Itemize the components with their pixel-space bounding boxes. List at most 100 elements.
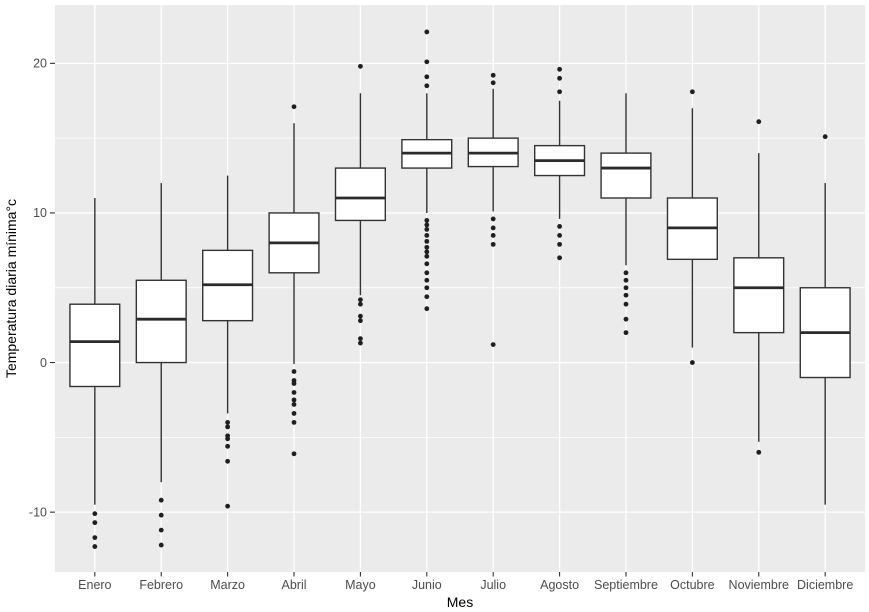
y-axis-title: Temperatura diaria mínima°c — [3, 199, 19, 378]
outlier-dot-octubre-1 — [689, 360, 695, 365]
outlier-dot-septiembre-0 — [623, 270, 629, 276]
outlier-dot-septiembre-6 — [623, 330, 629, 336]
outlier-dot-mayo-1 — [358, 297, 363, 303]
outlier-dot-enero-2 — [92, 535, 98, 540]
x-tick-label-enero: Enero — [78, 578, 111, 592]
outlier-dot-abril-4 — [291, 390, 297, 395]
box-iqr-septiembre — [600, 152, 652, 199]
outlier-dot-septiembre-2 — [623, 285, 629, 291]
outlier-dot-mayo-3 — [358, 313, 363, 319]
outlier-dot-mayo-6 — [358, 340, 363, 346]
y-tick-label-0: 0 — [40, 356, 47, 370]
outlier-dot-enero-3 — [92, 544, 98, 549]
outlier-dot-abril-9 — [291, 451, 297, 457]
outlier-dot-mayo-4 — [358, 318, 363, 324]
y-tick-label-10: 10 — [33, 206, 47, 220]
outlier-dot-julio-0 — [490, 72, 496, 78]
outlier-dot-agosto-1 — [557, 75, 562, 81]
outlier-dot-marzo-0 — [225, 419, 231, 425]
outlier-dot-agosto-0 — [557, 66, 562, 72]
outlier-dot-marzo-5 — [225, 458, 231, 464]
x-tick-label-mayo: Mayo — [345, 578, 376, 592]
outlier-dot-agosto-3 — [557, 224, 562, 229]
outlier-dot-junio-15 — [424, 285, 430, 291]
outlier-dot-agosto-5 — [557, 241, 562, 247]
outlier-dot-junio-16 — [424, 294, 430, 300]
outlier-dot-abril-8 — [291, 419, 297, 425]
outlier-dot-junio-4 — [424, 218, 430, 223]
outlier-dot-marzo-1 — [225, 424, 231, 430]
x-axis-title: Mes — [447, 594, 473, 610]
outlier-dot-enero-1 — [92, 520, 98, 526]
outlier-dot-junio-7 — [424, 232, 430, 238]
outlier-dot-julio-6 — [490, 342, 496, 348]
x-tick-label-marzo: Marzo — [210, 578, 245, 592]
outlier-dot-julio-3 — [490, 225, 496, 231]
x-tick-label-agosto: Agosto — [540, 578, 579, 592]
x-tick-label-julio: Julio — [480, 578, 506, 592]
x-tick-label-abril: Abril — [282, 578, 307, 592]
outlier-dot-julio-5 — [490, 241, 496, 247]
outlier-dot-febrero-2 — [158, 527, 164, 533]
outlier-dot-diciembre-0 — [822, 134, 828, 140]
y-tick-label--10: -10 — [29, 505, 47, 519]
box-iqr-noviembre — [733, 257, 785, 334]
box-iqr-febrero — [135, 279, 187, 364]
outlier-dot-noviembre-1 — [756, 449, 762, 455]
outlier-dot-abril-3 — [291, 381, 297, 386]
outlier-dot-junio-12 — [424, 261, 430, 267]
outlier-dot-marzo-6 — [225, 503, 231, 509]
outlier-dot-junio-0 — [424, 29, 430, 35]
y-tick-label-20: 20 — [33, 57, 47, 71]
outlier-dot-mayo-2 — [358, 301, 363, 307]
outlier-dot-junio-17 — [424, 306, 430, 312]
outlier-dot-mayo-5 — [358, 336, 363, 342]
outlier-dot-junio-6 — [424, 227, 430, 232]
outlier-dot-abril-7 — [291, 411, 297, 416]
outlier-dot-noviembre-0 — [756, 119, 762, 125]
outlier-dot-abril-5 — [291, 397, 297, 403]
outlier-dot-febrero-3 — [158, 542, 164, 548]
outlier-dot-septiembre-1 — [623, 277, 629, 283]
outlier-dot-abril-1 — [291, 369, 297, 374]
outlier-dot-junio-9 — [424, 244, 430, 250]
x-tick-label-septiembre: Septiembre — [594, 578, 658, 592]
box-iqr-mayo — [334, 167, 387, 222]
outlier-dot-junio-14 — [424, 277, 430, 283]
outlier-dot-agosto-2 — [557, 89, 562, 95]
outlier-dot-febrero-0 — [158, 497, 164, 503]
outlier-dot-marzo-3 — [225, 436, 231, 442]
plot-panel — [55, 5, 865, 572]
outlier-dot-septiembre-4 — [623, 301, 629, 307]
outlier-dot-junio-5 — [424, 222, 430, 228]
outlier-dot-septiembre-5 — [623, 316, 629, 322]
outlier-dot-mayo-0 — [358, 63, 363, 69]
outlier-dot-junio-11 — [424, 253, 430, 259]
outlier-dot-junio-10 — [424, 249, 430, 255]
outlier-dot-abril-0 — [291, 104, 297, 110]
outlier-dot-julio-4 — [490, 232, 496, 238]
outlier-dot-abril-6 — [291, 402, 297, 407]
x-tick-label-junio: Junio — [412, 578, 442, 592]
outlier-dot-julio-2 — [490, 216, 496, 222]
outlier-dot-febrero-1 — [158, 512, 164, 518]
outlier-dot-junio-1 — [424, 59, 430, 65]
outlier-dot-enero-0 — [92, 511, 98, 517]
x-tick-label-noviembre: Noviembre — [729, 578, 789, 592]
outlier-dot-junio-3 — [424, 83, 430, 89]
x-tick-label-diciembre: Diciembre — [797, 578, 853, 592]
outlier-dot-junio-13 — [424, 270, 430, 276]
outlier-dot-octubre-0 — [689, 89, 695, 95]
outlier-dot-junio-2 — [424, 74, 430, 80]
outlier-dot-agosto-4 — [557, 232, 562, 238]
x-tick-label-octubre: Octubre — [670, 578, 715, 592]
outlier-dot-junio-8 — [424, 238, 430, 244]
outlier-dot-marzo-4 — [225, 443, 231, 449]
outlier-dot-agosto-6 — [557, 255, 562, 261]
x-tick-label-febrero: Febrero — [139, 578, 183, 592]
box-iqr-enero — [69, 303, 121, 388]
outlier-dot-septiembre-3 — [623, 292, 629, 298]
outlier-dot-julio-1 — [490, 80, 496, 86]
